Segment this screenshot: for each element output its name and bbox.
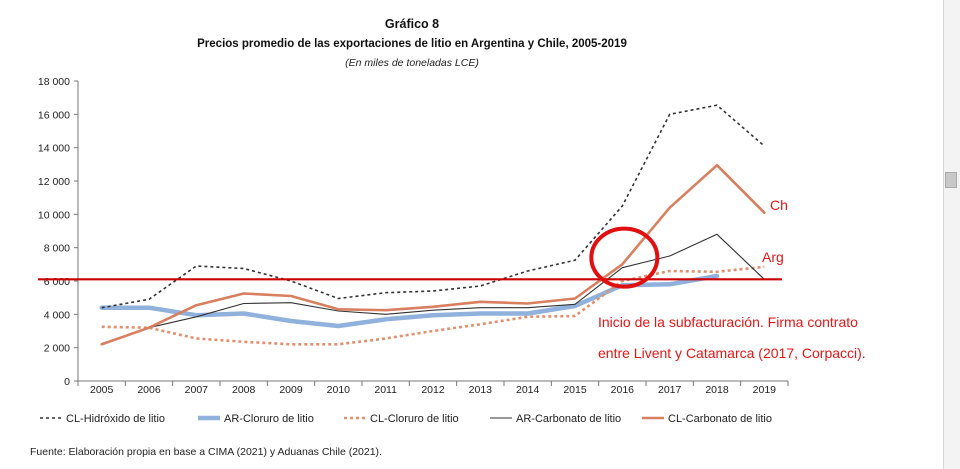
x-tick-label: 2018 (705, 384, 729, 396)
vertical-scrollbar[interactable] (943, 0, 960, 469)
axes (77, 81, 788, 382)
x-tick-label: 2019 (753, 384, 777, 396)
scrollbar-thumb[interactable] (945, 172, 957, 188)
legend-label-2: CL-Cloruro de litio (370, 413, 459, 425)
x-tick-label: 2008 (232, 384, 256, 396)
y-tick-label: 12 000 (38, 176, 70, 188)
y-tick-label: 16 000 (38, 109, 70, 121)
x-tick-label: 2017 (658, 384, 682, 396)
y-tick-label: 2 000 (44, 343, 70, 355)
y-tick-label: 10 000 (38, 209, 70, 221)
series-lines (99, 104, 766, 346)
x-tick-label: 2016 (611, 384, 635, 396)
y-tick-label: 0 (64, 376, 70, 388)
x-tick-label: 2010 (327, 384, 351, 396)
x-axis-ticks: 2005 2006 2007 2008 2009 2010 2011 2012 2013 2014… (77, 381, 789, 396)
x-tick-label: 2007 (185, 384, 209, 396)
x-tick-label: 2013 (469, 384, 493, 396)
annotation-arg: Arg (762, 249, 784, 265)
annotation-ch: Ch (770, 197, 788, 213)
chart-unit-note: (En miles de toneladas LCE) (345, 57, 479, 69)
x-tick-label: 2014 (516, 384, 540, 396)
x-tick-label: 2006 (137, 384, 161, 396)
series-line-0 (101, 104, 765, 309)
series-line-3 (101, 233, 765, 345)
x-tick-label: 2011 (374, 384, 397, 396)
y-tick-label: 6 000 (44, 276, 70, 288)
chart-subtitle: Precios promedio de las exportaciones de… (197, 38, 627, 50)
legend-label-4: CL-Carbonato de litio (668, 413, 772, 425)
x-tick-label: 2009 (279, 384, 303, 396)
y-axis-ticks: 0 2 000 4 000 6 000 8 000 10 000 12 000 14 000 1… (38, 76, 78, 388)
y-tick-label: 4 000 (44, 309, 70, 321)
y-tick-label: 18 000 (38, 76, 70, 88)
highlight-circle (589, 226, 660, 289)
annotation-note-line1: Inicio de la subfacturación. Firma contr… (598, 314, 858, 330)
source-note: Fuente: Elaboración propia en base a CIM… (30, 446, 382, 458)
legend-label-3: AR-Carbonato de litio (516, 413, 621, 425)
x-tick-label: 2012 (421, 384, 445, 396)
legend-label-0: CL-Hidróxido de litio (66, 413, 165, 425)
chart-title: Gráfico 8 (385, 17, 439, 31)
annotation-note-line2: entre Livent y Catamarca (2017, Corpacci… (598, 345, 866, 361)
legend: CL-Hidróxido de litio AR-Cloruro de litio… (40, 413, 772, 425)
y-tick-label: 14 000 (38, 143, 70, 155)
x-tick-label: 2005 (90, 384, 114, 396)
series-line-4 (100, 163, 766, 346)
y-tick-label: 8 000 (44, 243, 70, 255)
legend-label-1: AR-Cloruro de litio (224, 413, 314, 425)
x-tick-label: 2015 (563, 384, 587, 396)
